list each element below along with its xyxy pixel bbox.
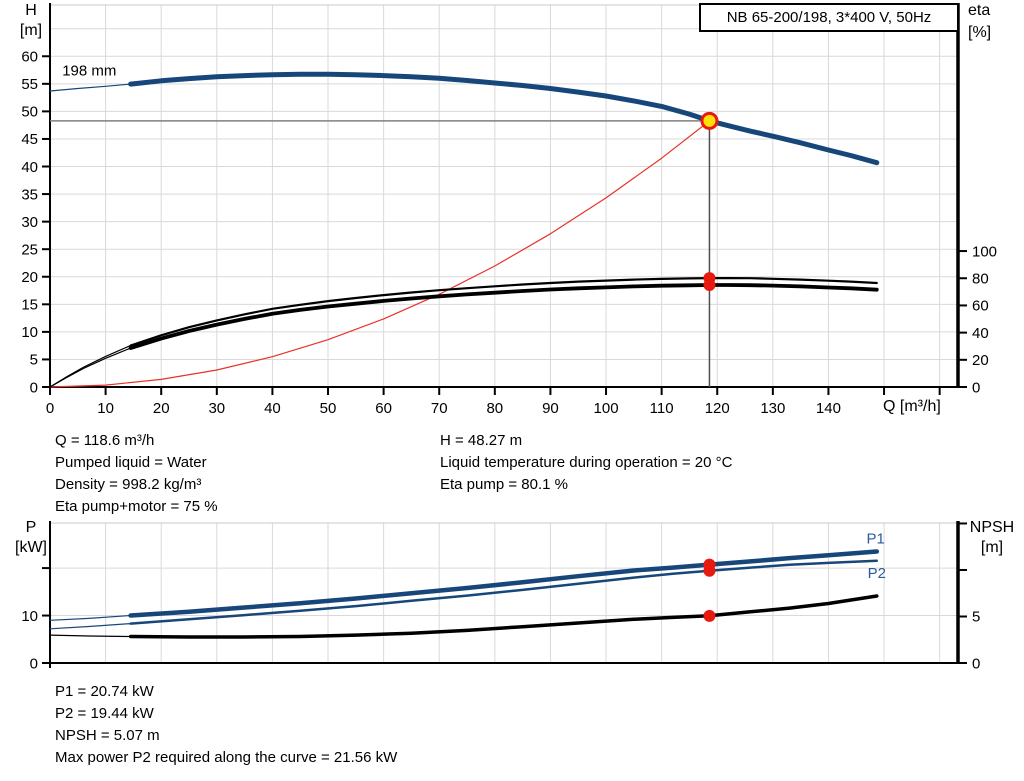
svg-text:100: 100 [594,400,619,417]
svg-text:0: 0 [972,655,980,672]
result-pumped-liquid: Pumped liquid = Water [55,454,207,471]
svg-text:50: 50 [320,400,337,417]
svg-text:0: 0 [30,655,38,672]
svg-text:0: 0 [46,400,54,417]
svg-text:30: 30 [208,400,225,417]
svg-text:0: 0 [972,379,980,396]
power-npsh-chart: P1 P2 0 10 0 5 [21,521,980,672]
svg-text:40: 40 [264,400,281,417]
svg-text:50: 50 [21,104,38,121]
svg-text:80: 80 [972,270,989,287]
result-eta-pump-motor: Eta pump+motor = 75 % [55,498,218,515]
svg-text:20: 20 [153,400,170,417]
result-h: H = 48.27 m [440,432,523,449]
npsh-point [703,609,716,622]
p2-curve-label: P2 [868,565,886,582]
eta-axis-label: eta [968,2,991,19]
svg-text:15: 15 [21,297,38,314]
svg-text:30: 30 [21,214,38,231]
svg-text:20: 20 [972,352,989,369]
result-p2: P2 = 19.44 kW [55,705,154,722]
p1-curve [49,614,132,621]
results-left-column: Q = 118.6 m³/h Pumped liquid = Water Den… [55,430,218,518]
svg-text:40: 40 [972,325,989,342]
npsh-axis-label: NPSH [969,519,1015,536]
svg-text:100: 100 [972,243,997,260]
p-axis-label: P [25,519,37,536]
results-right-column: H = 48.27 m Liquid temperature during op… [440,430,732,496]
result-liquid-temp: Liquid temperature during operation = 20… [440,454,733,471]
svg-text:140: 140 [816,400,841,417]
result-npsh: NPSH = 5.07 m [55,727,160,744]
svg-text:90: 90 [542,400,559,417]
svg-text:80: 80 [486,400,503,417]
pump-title-box: NB 65-200/198, 3*400 V, 50Hz [699,3,959,32]
eta-pump-motor-curve [49,347,132,388]
pump-head-efficiency-chart: 198 mm 0 5 10 15 20 25 30 35 40 45 50 55 60 0 20 40 60 80 1… [21,3,997,417]
svg-text:10: 10 [97,400,114,417]
h-axis-unit: [m] [19,22,43,39]
result-p1: P1 = 20.74 kW [55,683,154,700]
p2-point [703,564,716,577]
npsh-axis-unit: [m] [980,539,1004,556]
svg-text:10: 10 [21,608,38,625]
eta-pump-motor-point [703,279,716,292]
npsh-curve [128,594,879,639]
svg-text:60: 60 [972,298,989,315]
svg-text:60: 60 [21,49,38,66]
svg-text:60: 60 [375,400,392,417]
results-bottom-block: P1 = 20.74 kW P2 = 19.44 kW NPSH = 5.07 … [55,681,397,769]
result-eta-pump: Eta pump = 80.1 % [440,476,568,493]
npsh-curve [49,634,132,638]
eta-pump-motor-curve [128,283,879,351]
p2-curve [129,559,879,625]
q-axis-label: Q [m³/h] [883,398,941,415]
svg-text:40: 40 [21,159,38,176]
operating-point-marker[interactable] [700,111,719,130]
h-axis-label: H [25,2,37,19]
p-axis-unit: [kW] [15,539,47,556]
result-density: Density = 998.2 kg/m³ [55,476,202,493]
head-curve-198mm [128,71,880,166]
svg-text:0: 0 [30,379,38,396]
svg-text:110: 110 [650,400,674,417]
result-q: Q = 118.6 m³/h [55,432,155,449]
p1-curve-label: P1 [867,530,885,547]
svg-text:5: 5 [30,352,38,369]
eta-pump-curve [129,277,878,347]
svg-text:120: 120 [705,400,730,417]
svg-text:25: 25 [21,241,38,258]
svg-text:5: 5 [972,609,980,626]
result-max-power: Max power P2 required along the curve = … [55,749,398,766]
p1-curve [128,549,880,618]
head-curve-198mm [49,83,132,92]
p2-curve [49,622,132,630]
svg-text:45: 45 [21,131,38,148]
svg-text:55: 55 [21,76,38,93]
impeller-diameter-label: 198 mm [62,63,116,80]
system-curve [49,120,711,388]
eta-axis-unit: [%] [968,24,992,41]
svg-text:10: 10 [21,324,38,341]
svg-text:130: 130 [760,400,785,417]
svg-text:20: 20 [21,269,38,286]
svg-text:35: 35 [21,186,38,203]
svg-text:70: 70 [431,400,448,417]
